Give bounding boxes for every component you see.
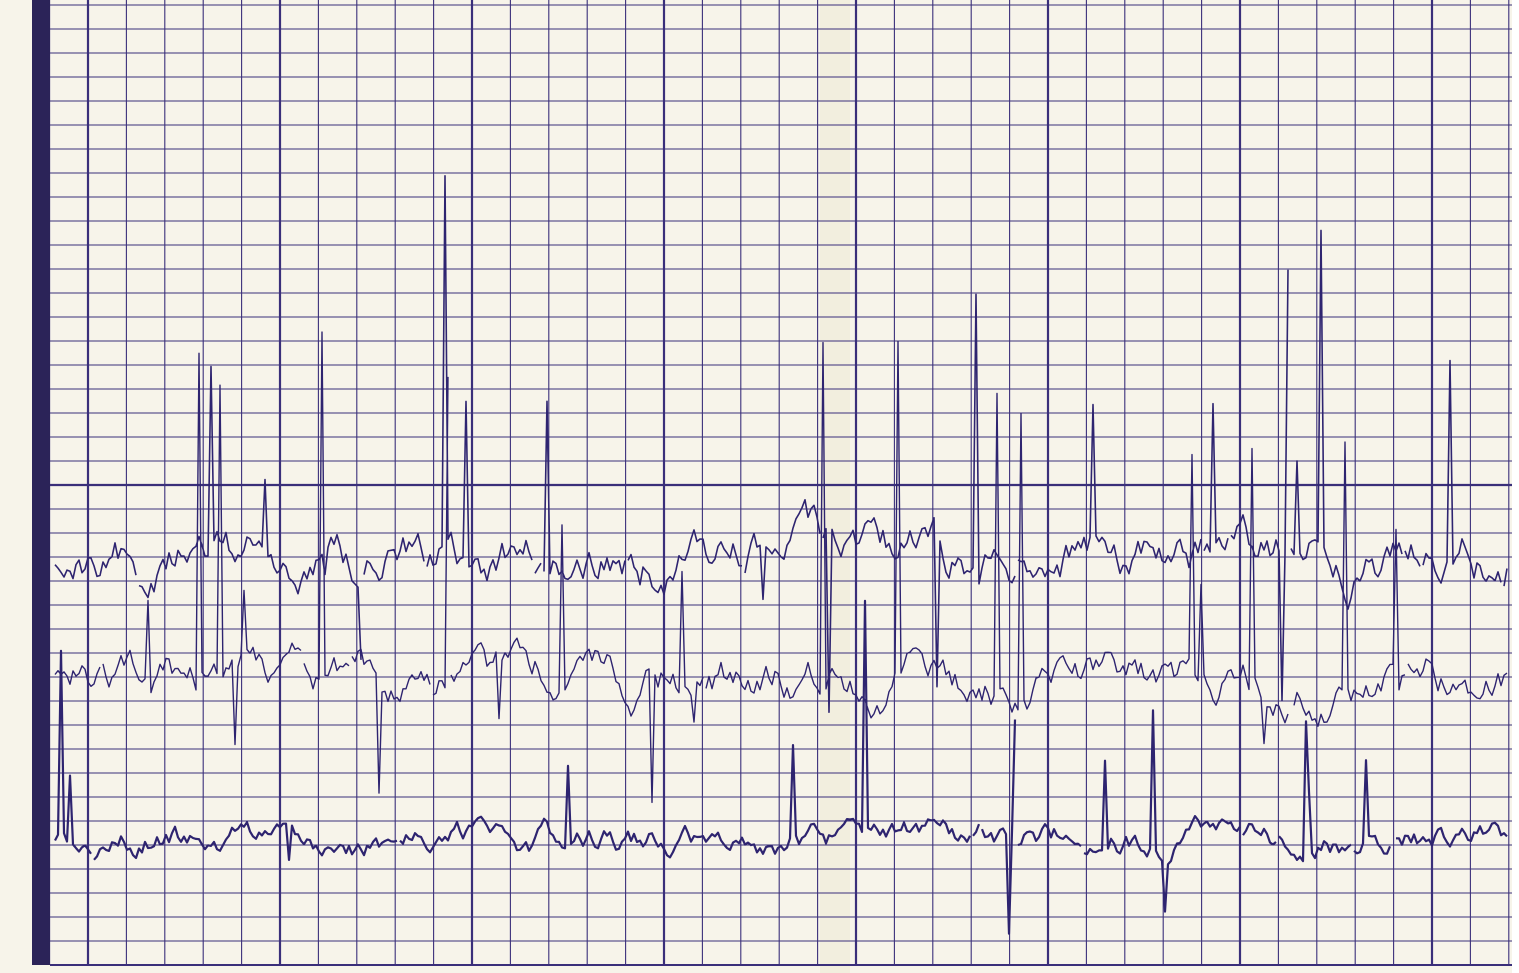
- paper-right-edge: [1512, 0, 1519, 973]
- page: (() => { const data = JSON.parse(documen…: [0, 0, 1519, 973]
- paper-background: [0, 0, 1519, 973]
- paper-edge-bar: [32, 0, 50, 965]
- chart-recording-paper: [0, 0, 1519, 973]
